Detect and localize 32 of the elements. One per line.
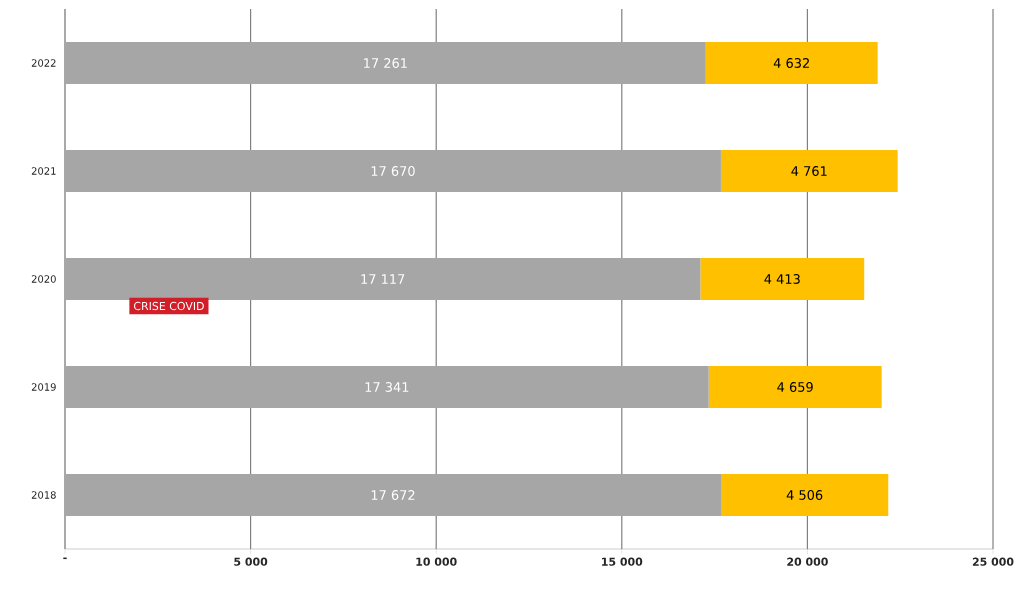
bar (65, 149, 721, 193)
x-tick-label: 10 000 (416, 557, 457, 566)
data-label: 17 341 (365, 382, 409, 392)
bar (700, 257, 865, 301)
data-label: 4 413 (764, 274, 800, 284)
bar (705, 41, 878, 85)
x-tick-label: 25 000 (972, 557, 1014, 566)
y-tick-label: 2021 (31, 167, 56, 175)
data-label: 4 659 (777, 382, 813, 392)
x-tick-label: 5 000 (234, 557, 268, 566)
bar (720, 473, 889, 517)
x-tick-label: 20 000 (787, 557, 828, 566)
data-label: 17 261 (364, 58, 407, 68)
bar (65, 257, 701, 301)
x-tick-label: 15 000 (602, 557, 643, 566)
data-label: 4 761 (791, 166, 827, 176)
bar (720, 149, 898, 193)
data-label: 17 672 (371, 490, 415, 500)
y-tick-label: 2022 (31, 59, 56, 67)
bar (708, 365, 882, 409)
data-label: 4 632 (773, 58, 809, 68)
data-label: 17 670 (371, 166, 415, 176)
x-tick-label: - (63, 557, 67, 560)
annotation: CRISE COVID (133, 301, 204, 311)
data-label: 17 117 (361, 274, 405, 284)
bar (65, 41, 706, 85)
y-tick-label: 2020 (31, 275, 56, 283)
bar (65, 473, 721, 517)
data-label: 4 506 (786, 490, 823, 500)
y-tick-label: 2018 (31, 491, 56, 499)
bar (65, 365, 709, 409)
y-tick-label: 2019 (31, 383, 56, 391)
